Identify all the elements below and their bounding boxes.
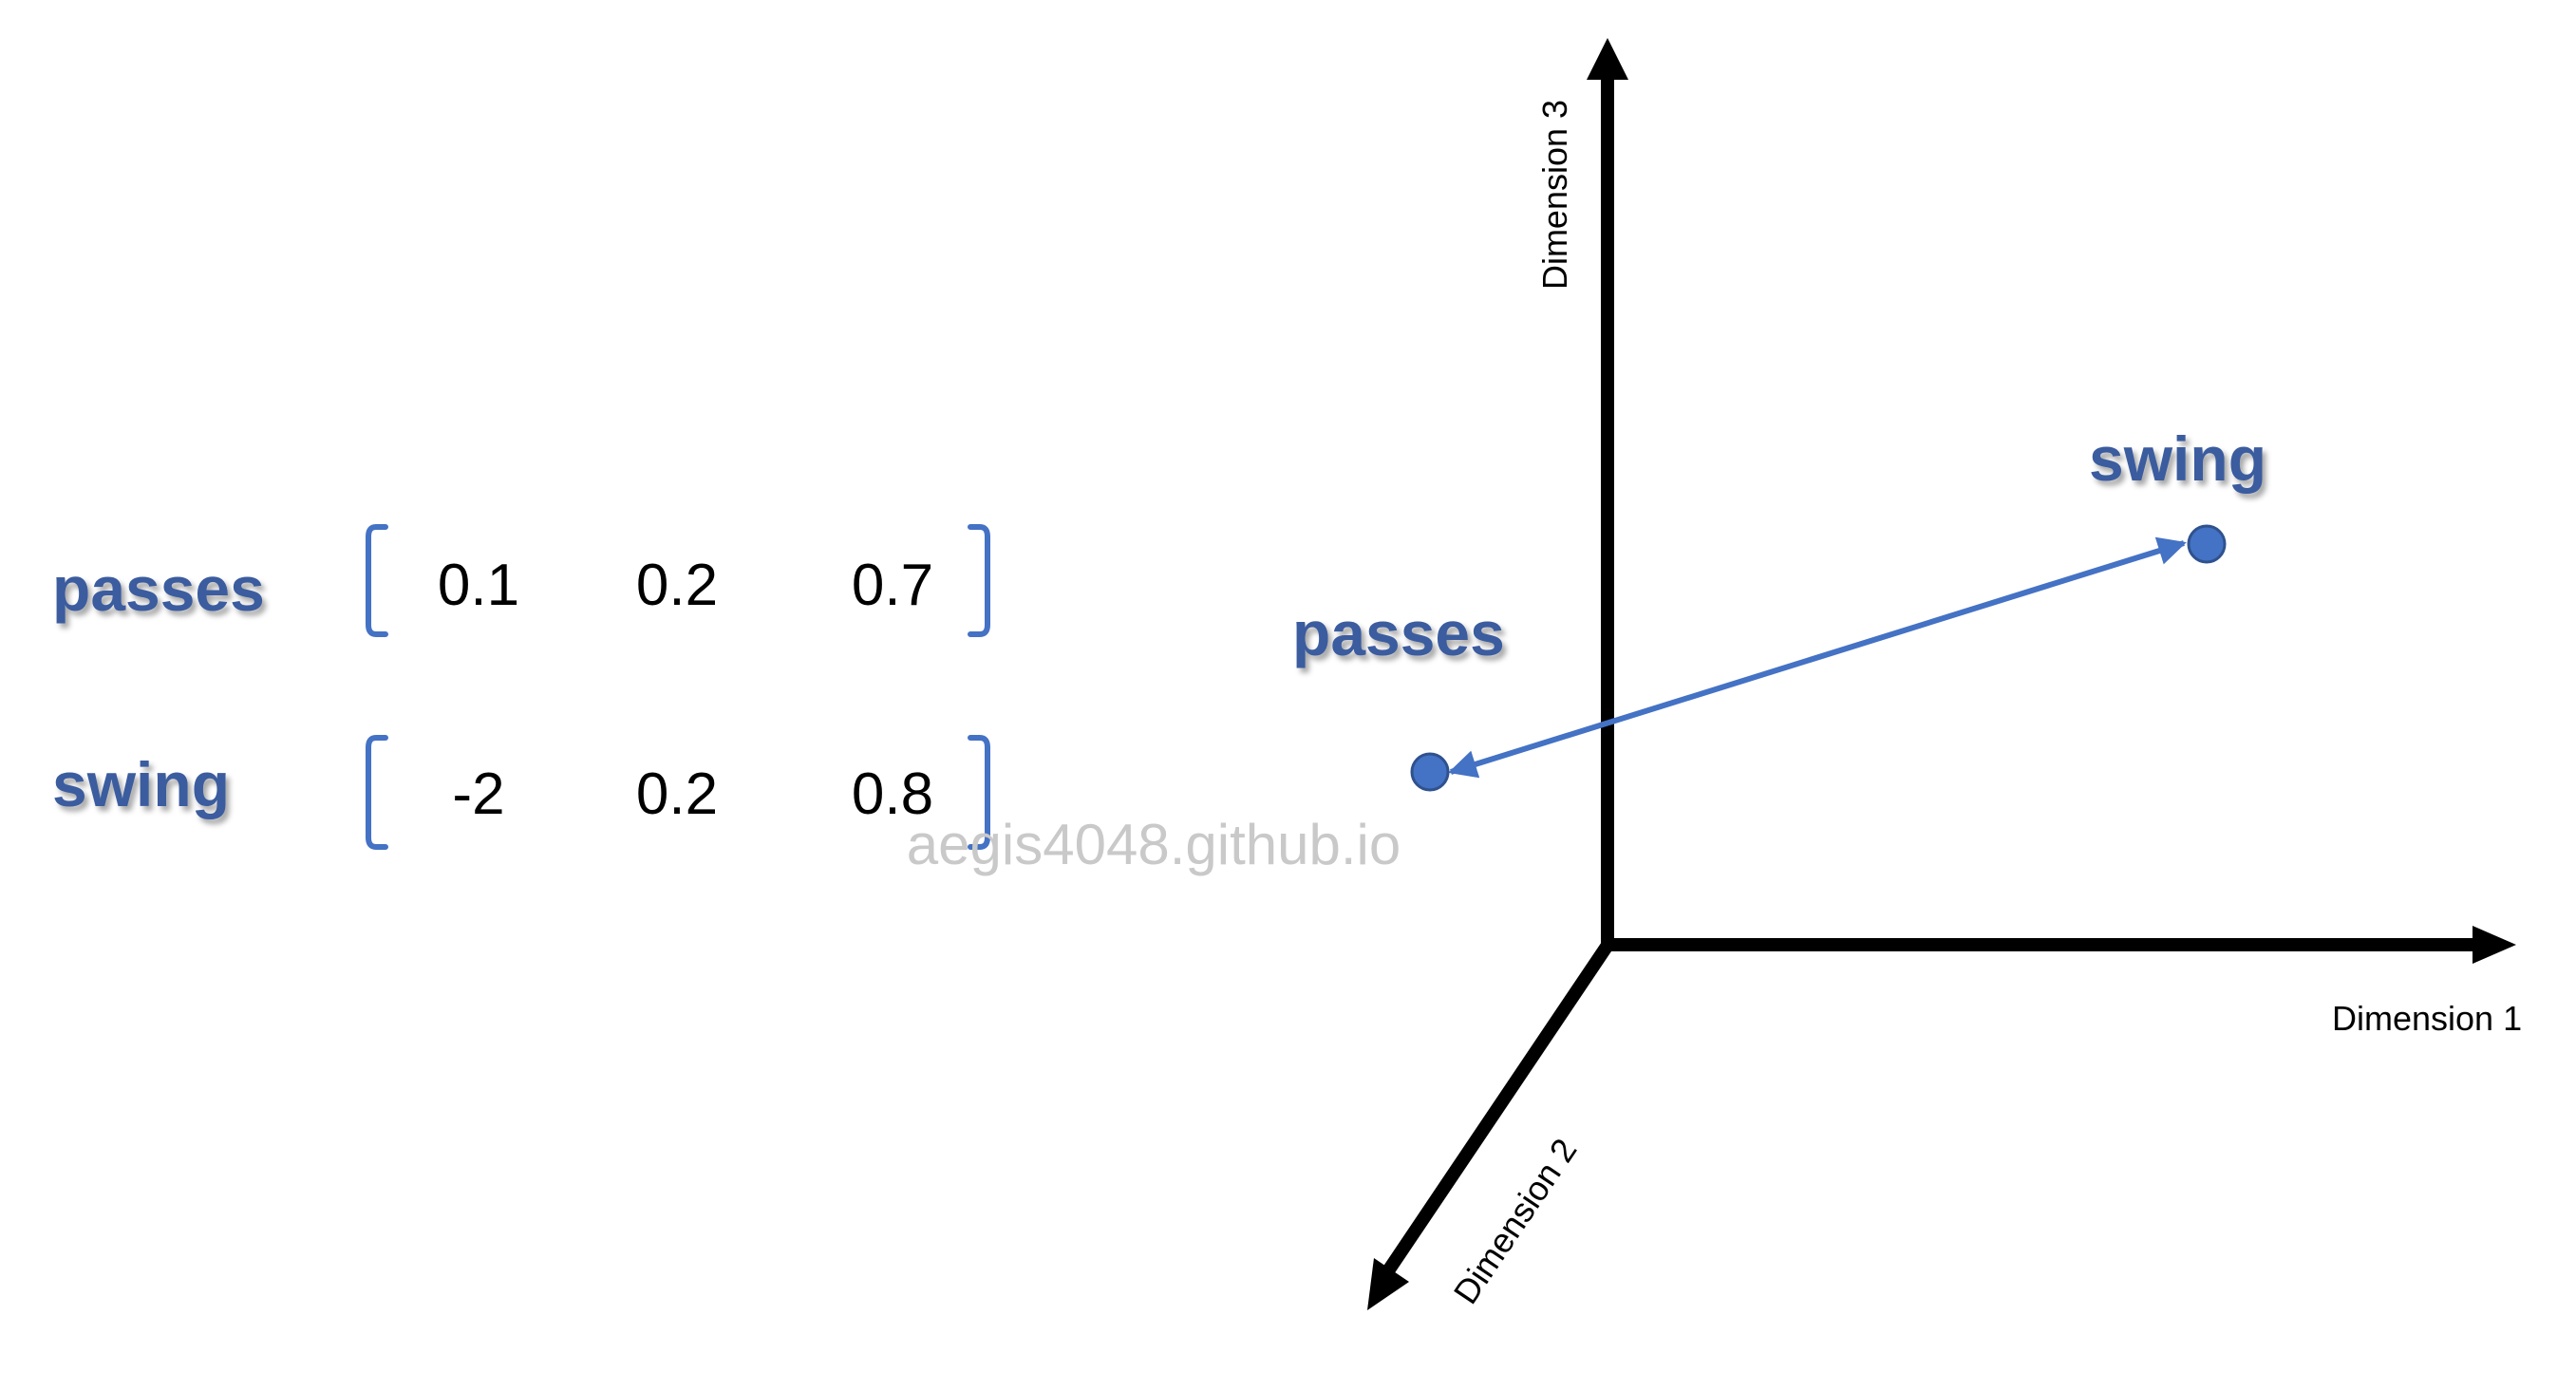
difference-arrow [1448,536,2187,779]
embedding-table: passes 0.1 0.2 0.7 swing -2 0.2 0.8 [52,524,990,850]
vector-value: -2 [452,761,504,827]
vector-value: 0.2 [636,553,718,618]
point-passes [1410,752,1450,792]
axis-dimension-3-arrowhead [1587,38,1628,80]
vector-value: 0.1 [438,553,519,618]
word-label-swing: swing [52,749,230,819]
word-label-passes: passes [52,554,265,624]
vector-value: 0.2 [636,761,718,827]
right-bracket-passes [968,524,990,637]
left-bracket-swing [366,735,388,850]
point-label-swing: swing [2089,423,2266,494]
axis-dimension-2-arrowhead [1367,1258,1409,1310]
axis-label-dimension-3: Dimension 3 [1535,100,1574,290]
left-bracket-passes [366,524,388,637]
axis-dimension-1-arrowhead [2473,926,2516,964]
embedding-points: passes swing [1292,423,2266,792]
axis-label-dimension-1: Dimension 1 [2332,999,2522,1038]
watermark: aegis4048.github.io [907,813,1401,876]
vector-value: 0.8 [852,761,933,827]
vector-value: 0.7 [852,553,933,618]
axes-3d: Dimension 3 Dimension 1 Dimension 2 [1367,38,2522,1310]
point-label-passes: passes [1292,598,1505,668]
right-bracket-swing [968,735,990,850]
point-swing [2187,524,2227,564]
axis-dimension-2 [1382,937,1616,1276]
